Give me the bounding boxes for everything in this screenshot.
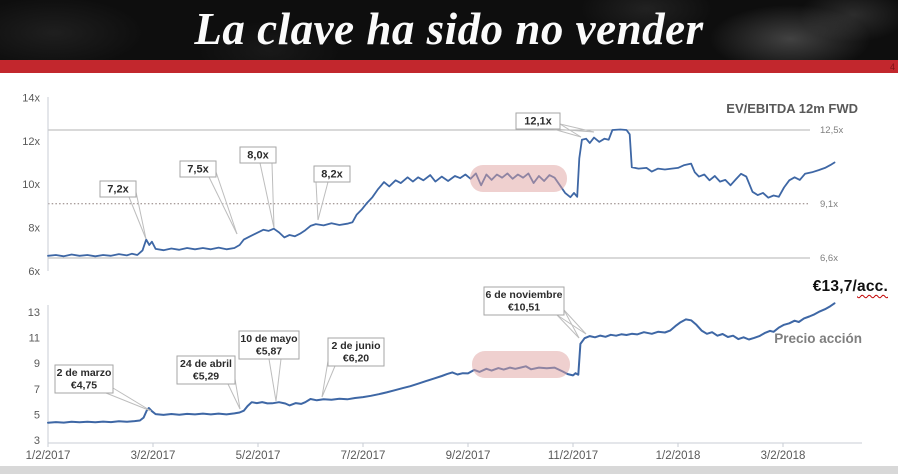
callout-text: €6,20 xyxy=(343,353,369,365)
callout-box xyxy=(179,160,217,178)
callout-text: 2 de junio xyxy=(331,340,380,352)
callout-text: €5,29 xyxy=(193,371,219,383)
callout-text: €4,75 xyxy=(71,380,97,392)
callout-leader xyxy=(227,383,241,410)
callout-text: 8,2x xyxy=(321,169,343,181)
callout-leader xyxy=(317,181,329,221)
right-axis-label: 6,6x xyxy=(820,253,838,264)
callout-text: 7,5x xyxy=(187,164,209,176)
callout: 12,1x xyxy=(515,112,595,138)
x-tick-label: 5/2/2017 xyxy=(236,450,281,462)
y-tick-label: 6x xyxy=(28,266,40,278)
callout: 8,0x xyxy=(239,146,277,229)
bottom-strip xyxy=(0,466,898,474)
callout-leader xyxy=(559,123,595,133)
y-tick-label: 13 xyxy=(28,307,40,319)
callout: 7,2x xyxy=(99,180,147,240)
x-tick-label: 1/2/2018 xyxy=(656,450,701,462)
final-price-suffix: acc. xyxy=(857,278,888,295)
callout: 10 de mayo€5,87 xyxy=(238,330,300,402)
y-tick-label: 12x xyxy=(22,136,40,148)
highlight-oval xyxy=(472,351,570,378)
red-divider-bar: 4 xyxy=(0,60,898,73)
callout: 6 de noviembre€10,51 xyxy=(483,286,587,339)
y-tick-label: 14x xyxy=(22,92,40,104)
callout-box xyxy=(515,112,561,130)
callout-leader xyxy=(556,314,580,339)
y-tick-label: 10x xyxy=(22,179,40,191)
callout-box xyxy=(313,165,351,183)
callout-text: 6 de noviembre xyxy=(485,289,562,301)
callout: 7,5x xyxy=(179,160,238,235)
callout-text: 2 de marzo xyxy=(57,367,112,379)
precio-accion-chart: 13 11 9 7 5 3 1/2/2017 3/2/2017 5/2/2017 7/2/2017… xyxy=(26,286,862,462)
callout-leader xyxy=(268,358,277,402)
x-tick-label: 1/2/2017 xyxy=(26,450,71,462)
right-axis-label: 9,1x xyxy=(820,199,838,210)
x-tick-label: 7/2/2017 xyxy=(341,450,386,462)
callout-leader xyxy=(259,162,275,229)
slide-number: 4 xyxy=(889,62,895,72)
final-price-value: €13,7/ xyxy=(812,278,858,295)
callout: 24 de abril€5,29 xyxy=(176,355,241,410)
right-axis-label: 12,5x xyxy=(820,125,843,136)
y-tick-label: 7 xyxy=(34,384,40,396)
y-tick-label: 11 xyxy=(29,333,40,345)
callout: 2 de junio€6,20 xyxy=(321,337,385,398)
x-tick-label: 3/2/2017 xyxy=(131,450,176,462)
callout-text: 10 de mayo xyxy=(240,333,297,345)
callout-box xyxy=(327,337,385,367)
highlight-oval xyxy=(470,165,567,192)
ev-ebitda-title: EV/EBITDA 12m FWD xyxy=(726,101,858,116)
callout-leader xyxy=(563,309,587,335)
callout-text: 8,0x xyxy=(247,150,269,162)
callout-leader xyxy=(215,171,238,235)
callout-leader xyxy=(556,314,587,335)
title-banner: La clave ha sido no vender xyxy=(0,0,898,60)
y-tick-label: 9 xyxy=(34,358,40,370)
callout-box xyxy=(483,286,565,316)
ev-ebitda-chart: 12,5x 9,1x 6,6x 14x 12x 10x 8x 6x EV/EBITDA 12m … xyxy=(22,92,858,278)
callout-box xyxy=(99,180,137,198)
callout-text: €5,87 xyxy=(256,346,282,358)
callout-leader xyxy=(135,191,147,240)
callout-leader xyxy=(271,162,275,229)
y-tick-label: 5 xyxy=(34,409,40,421)
callout-text: €10,51 xyxy=(508,302,540,314)
callout-leader xyxy=(112,387,152,412)
callout: 2 de marzo€4,75 xyxy=(54,364,152,412)
callout-leader xyxy=(105,392,152,412)
callout-box xyxy=(238,330,300,360)
callout-leader xyxy=(275,358,282,402)
callout-leader xyxy=(208,176,238,235)
callout-text: 12,1x xyxy=(524,116,552,128)
callout-box xyxy=(176,355,236,385)
ev-ebitda-line xyxy=(47,128,836,258)
callout-box xyxy=(239,146,277,164)
x-tick-label: 3/2/2018 xyxy=(761,450,806,462)
y-tick-label: 3 xyxy=(34,435,40,447)
callout: 8,2x xyxy=(313,165,351,221)
callout-leader xyxy=(321,360,329,398)
final-price-label: €13,7/acc. xyxy=(813,278,888,296)
callout-text: 7,2x xyxy=(107,184,129,196)
x-tick-label: 9/2/2017 xyxy=(446,450,491,462)
callout-leader xyxy=(315,181,319,221)
callout-leader xyxy=(552,128,582,138)
slide-title: La clave ha sido no vender xyxy=(194,4,704,54)
precio-accion-line xyxy=(47,302,836,424)
callout-text: 24 de abril xyxy=(180,358,232,370)
callout-leader xyxy=(128,196,147,240)
callout-leader xyxy=(321,365,336,398)
x-tick-label: 11/2/2017 xyxy=(548,450,598,462)
callout-box xyxy=(54,364,114,394)
y-tick-label: 8x xyxy=(28,223,40,235)
precio-accion-title: Precio acción xyxy=(774,331,862,346)
callout-leader xyxy=(234,378,241,410)
